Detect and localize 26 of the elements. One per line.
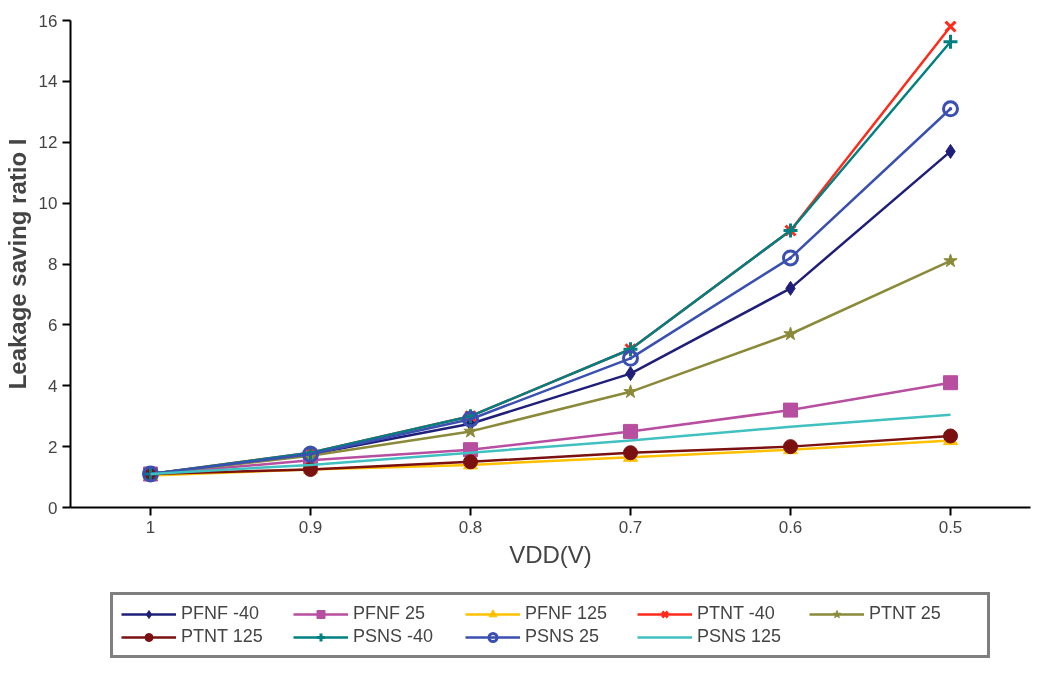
y-tick-label: 10 (38, 194, 58, 214)
x-tick-label: 0.8 (458, 517, 483, 537)
y-tick-label: 12 (38, 133, 58, 153)
legend-label: PTNT 125 (181, 626, 264, 647)
legend-label: PFNF 125 (525, 603, 609, 624)
x-tick-label: 0.5 (938, 517, 963, 537)
legend-label: PSNS -40 (353, 626, 435, 647)
legend-label: PFNF 25 (353, 603, 427, 624)
y-tick-label: 4 (48, 376, 58, 396)
legend-label: PTNT 25 (869, 603, 942, 624)
legend-label: PSNS 25 (525, 626, 601, 647)
legend-label: PSNS 125 (697, 626, 783, 647)
legend-label: PFNF -40 (181, 603, 260, 624)
x-tick-label: 0.9 (298, 517, 323, 537)
y-tick-label: 2 (48, 437, 58, 457)
x-axis-title: VDD(V) (509, 540, 592, 568)
y-tick-label: 8 (48, 255, 58, 274)
y-tick-label: 0 (48, 498, 58, 518)
y-tick-label: 6 (48, 315, 58, 335)
y-tick-label: 14 (38, 72, 58, 92)
y-tick-label: 16 (38, 11, 58, 31)
x-tick-label: 1 (145, 517, 156, 537)
legend-label: PTNT -40 (697, 603, 776, 624)
x-tick-label: 0.7 (618, 517, 643, 537)
x-tick-label: 0.6 (778, 517, 803, 537)
y-axis-title: Leakage saving ratio I (3, 138, 31, 390)
